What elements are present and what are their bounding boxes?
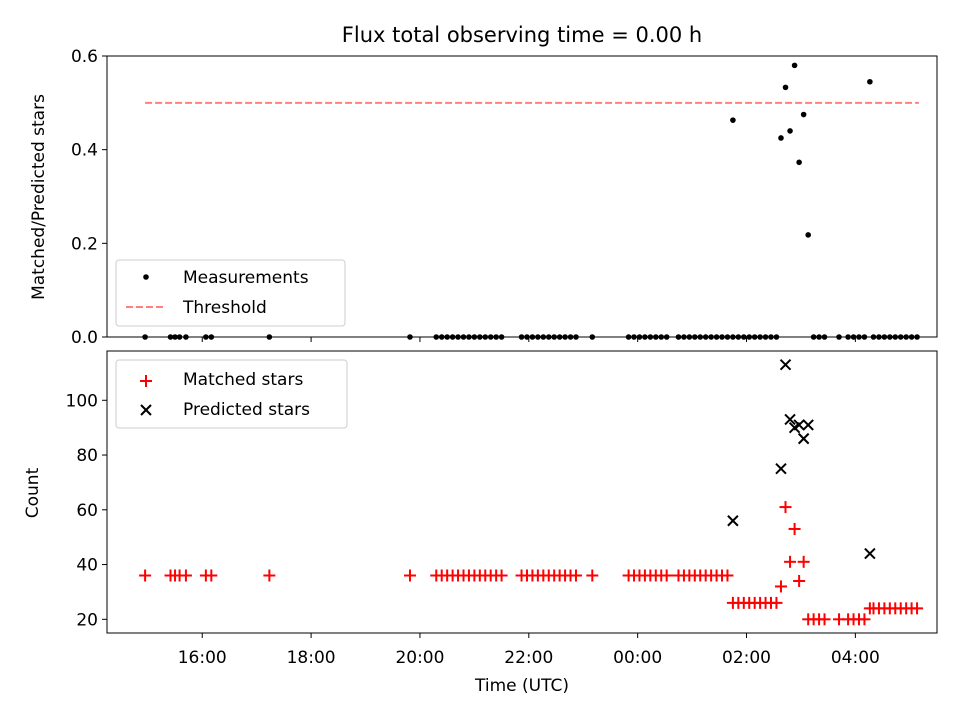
matched-star-point bbox=[569, 569, 582, 582]
matched-star-point bbox=[911, 602, 924, 615]
predicted-star-point bbox=[797, 432, 810, 445]
x-tick-label: 02:00 bbox=[722, 648, 771, 668]
chart-title: Flux total observing time = 0.00 h bbox=[342, 23, 702, 47]
legend-matched-label: Matched stars bbox=[183, 370, 303, 390]
x-tick-label: 00:00 bbox=[613, 648, 662, 668]
predicted-star-point bbox=[775, 463, 787, 475]
matched-star-point bbox=[263, 569, 276, 582]
y-tick-label: 100 bbox=[66, 391, 98, 411]
predicted-star-point bbox=[802, 419, 814, 431]
legend-measurements-label: Measurements bbox=[183, 268, 309, 288]
matched-star-point bbox=[586, 569, 599, 582]
bottom-panel: 20 40 60 80 100 16:00 18:00 20:00 22:00 00:00 02:… bbox=[23, 350, 938, 696]
matched-star-point bbox=[797, 555, 810, 568]
top-x-ticks bbox=[201, 337, 856, 342]
matched-star-point bbox=[793, 574, 806, 587]
measurement-point bbox=[796, 159, 802, 166]
bottom-points bbox=[139, 358, 924, 626]
legend-matched-marker bbox=[140, 375, 152, 387]
measurement-point bbox=[867, 78, 873, 85]
x-axis-label: Time (UTC) bbox=[474, 676, 569, 696]
y-tick-label: 20 bbox=[76, 610, 98, 630]
legend-predicted-label: Predicted stars bbox=[183, 400, 310, 420]
measurement-point bbox=[730, 117, 736, 123]
matched-star-point bbox=[139, 569, 152, 582]
y-tick-label: 80 bbox=[76, 446, 98, 466]
bottom-legend-box bbox=[115, 359, 348, 429]
matched-star-point bbox=[770, 596, 783, 609]
bottom-axes-frame bbox=[106, 350, 938, 634]
predicted-star-point bbox=[727, 515, 739, 527]
y-tick-label: 0.4 bbox=[71, 141, 98, 161]
predicted-star-point bbox=[779, 358, 792, 371]
matched-star-point bbox=[784, 555, 797, 568]
legend-threshold-label: Threshold bbox=[182, 298, 267, 318]
x-tick-label: 04:00 bbox=[831, 648, 880, 668]
legend-predicted-marker bbox=[140, 404, 152, 416]
x-tick-label: 22:00 bbox=[504, 648, 553, 668]
measurement-point bbox=[805, 232, 811, 238]
measurements-points bbox=[142, 62, 920, 340]
y-tick-label: 60 bbox=[76, 501, 98, 521]
matched-star-point bbox=[179, 569, 192, 582]
top-legend: Measurements Threshold bbox=[115, 259, 346, 327]
matched-star-point bbox=[495, 569, 508, 582]
top-axes-frame bbox=[106, 55, 938, 338]
y-tick-label: 40 bbox=[76, 556, 98, 576]
measurement-point bbox=[800, 111, 807, 118]
predicted-star-point bbox=[864, 547, 876, 560]
x-tick-label: 18:00 bbox=[287, 648, 336, 668]
matched-star-point bbox=[660, 569, 673, 582]
y-tick-label: 0.6 bbox=[71, 47, 98, 67]
matched-star-point bbox=[205, 569, 218, 582]
bottom-x-ticks: 16:00 18:00 20:00 22:00 00:00 02:00 04:00 bbox=[178, 633, 880, 668]
y-tick-label: 0.2 bbox=[71, 234, 98, 254]
top-panel: 0.0 0.2 0.4 0.6 Matched/Predicted stars Mea… bbox=[29, 47, 938, 348]
matched-star-point bbox=[779, 501, 792, 514]
predicted-star-point bbox=[793, 419, 805, 431]
bottom-y-axis-label: Count bbox=[23, 467, 43, 518]
predicted-star-point bbox=[784, 413, 796, 426]
bottom-y-ticks: 20 40 60 80 100 bbox=[66, 391, 107, 630]
legend-measurements-marker bbox=[143, 274, 149, 280]
y-tick-label: 0.0 bbox=[71, 328, 98, 348]
measurement-point bbox=[778, 135, 784, 141]
measurement-point bbox=[787, 128, 793, 134]
bottom-legend: Matched stars Predicted stars bbox=[115, 359, 348, 429]
matched-star-point bbox=[818, 613, 831, 626]
top-legend-box bbox=[115, 259, 346, 327]
matched-star-point bbox=[403, 569, 416, 582]
top-y-ticks: 0.0 0.2 0.4 0.6 bbox=[71, 47, 107, 348]
matched-star-point bbox=[721, 569, 734, 582]
matched-star-point bbox=[788, 522, 801, 535]
x-tick-label: 16:00 bbox=[178, 648, 227, 668]
measurement-point bbox=[782, 84, 789, 91]
top-y-axis-label: Matched/Predicted stars bbox=[29, 94, 49, 300]
matched-star-point bbox=[858, 613, 871, 626]
measurement-point bbox=[791, 62, 798, 69]
x-tick-label: 20:00 bbox=[395, 648, 444, 668]
matched-star-point bbox=[774, 580, 787, 593]
